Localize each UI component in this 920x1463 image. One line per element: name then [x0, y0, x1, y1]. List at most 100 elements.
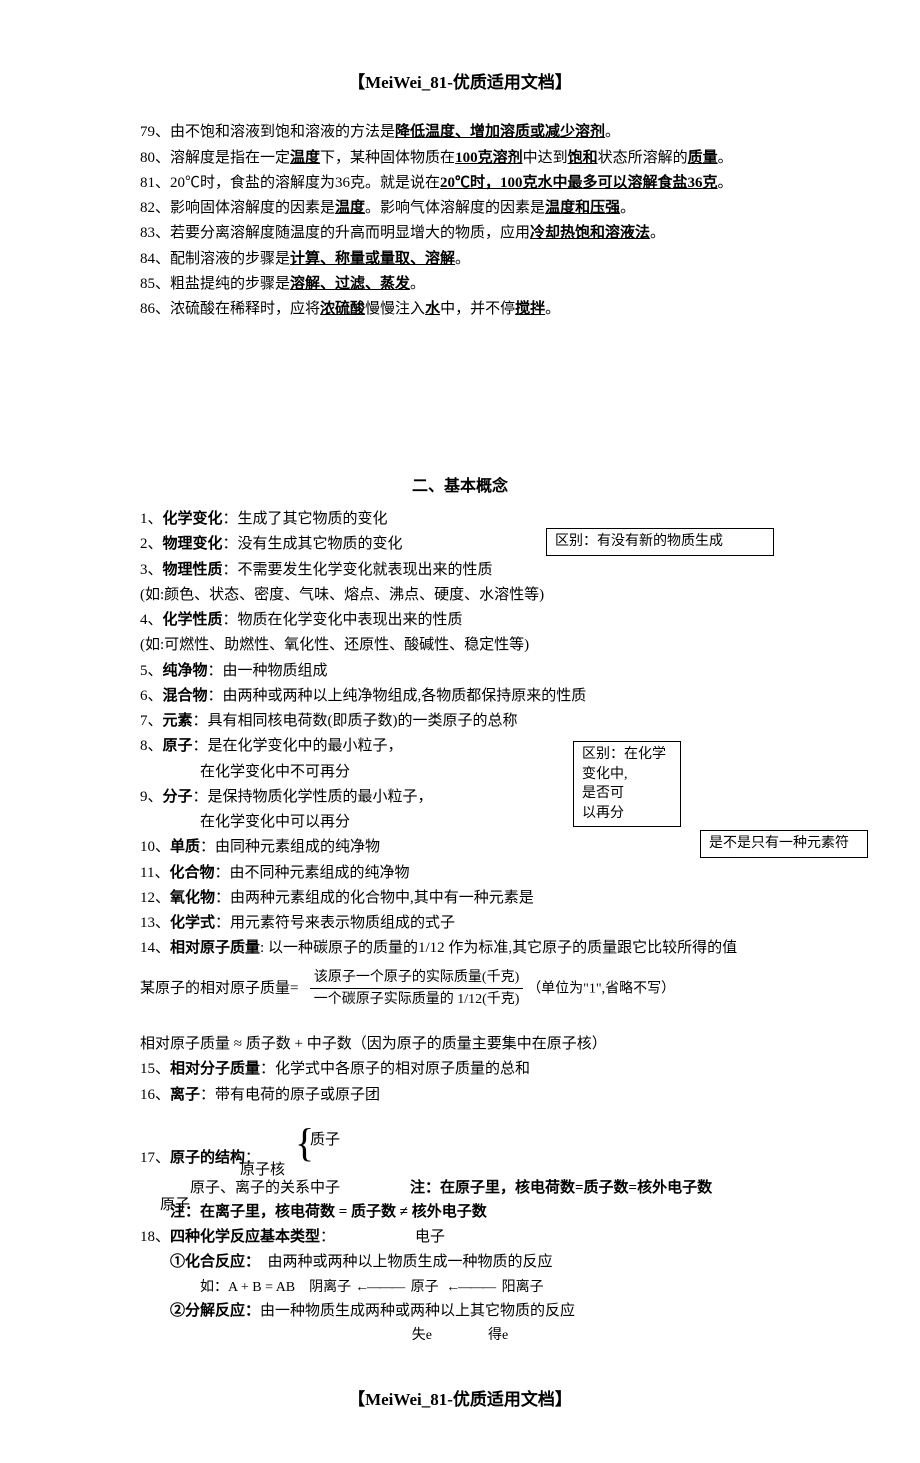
n: 15、	[140, 1061, 170, 1077]
t: 若要分离溶解度随温度的升高而明显增大的物质，应用	[170, 225, 530, 241]
u: 计算、称量或量取、溶解	[290, 251, 455, 267]
t: 配制溶液的步骤是	[170, 251, 290, 267]
note-box-1: 区别：有没有新的物质生成	[546, 528, 774, 556]
t: 影响固体溶解度的因素是	[170, 200, 335, 216]
lose: 失e	[412, 1328, 432, 1343]
concept-3: 3、物理性质：不需要发生化学变化就表现出来的性质	[140, 559, 780, 582]
concept-12: 12、氧化物：由两种元素组成的化合物中,其中有一种元素是	[140, 887, 780, 910]
rel: 原子、离子的关系中子	[190, 1177, 340, 1200]
item-86: 86、浓硫酸在稀释时，应将浓硫酸慢慢注入水中，并不停搅拌。	[140, 298, 780, 321]
d: ：不需要发生化学变化就表现出来的性质	[223, 562, 493, 578]
u: 浓硫酸	[320, 301, 365, 317]
label: ①化合反应：	[170, 1254, 260, 1270]
term: 原子的结构	[170, 1150, 245, 1166]
concept-9b: 在化学变化中可以再分	[140, 811, 780, 834]
section-2-title: 二、基本概念	[140, 475, 780, 500]
term: 分子	[163, 789, 193, 805]
concept-8b: 在化学变化中不可再分	[140, 761, 780, 784]
t: 粗盐提纯的步骤是	[170, 276, 290, 292]
d: ：生成了其它物质的变化	[223, 511, 388, 527]
concept-16: 16、离子：带有电荷的原子或原子团	[140, 1084, 780, 1107]
concept-8: 8、原子：是在化学变化中的最小粒子，	[140, 735, 780, 758]
m: 中达到	[523, 150, 568, 166]
n: 79、	[140, 124, 170, 140]
n: 7、	[140, 713, 163, 729]
u: 溶解、过滤、蒸发	[290, 276, 410, 292]
term: 离子	[170, 1087, 200, 1103]
n: 81、	[140, 175, 170, 191]
fraction: 该原子一个原子的实际质量(千克) 一个碳原子实际质量的 1/12(千克)	[310, 967, 524, 1011]
n: 82、	[140, 200, 170, 216]
m: 慢慢注入	[365, 301, 425, 317]
relative-mass-formula: 某原子的相对原子质量= 该原子一个原子的实际质量(千克) 一个碳原子实际质量的 …	[140, 967, 780, 1011]
concept-17: 质子 17、原子的结构： { 原子核 原子、离子的关系中子 原子 注：在原子里，…	[140, 1129, 780, 1199]
page-header: 【MeiWei_81-优质适用文档】	[140, 70, 780, 96]
u: 降低温度、增加溶质或减少溶剂	[395, 124, 605, 140]
note-atom: 注：在原子里，核电荷数=质子数=核外电子数	[410, 1177, 712, 1200]
denominator: 一个碳原子实际质量的 1/12(千克)	[310, 989, 524, 1011]
n: 2、	[140, 536, 163, 552]
concept-7: 7、元素：具有相同核电荷数(即质子数)的一类原子的总称	[140, 710, 780, 733]
d: ：由不同种元素组成的纯净物	[214, 865, 409, 881]
concept-4: 4、化学性质：物质在化学变化中表现出来的性质	[140, 609, 780, 632]
term: 物理变化	[163, 536, 223, 552]
n: 17、	[140, 1150, 170, 1166]
d: ：物质在化学变化中表现出来的性质	[223, 612, 463, 628]
concept-6: 6、混合物：由两种或两种以上纯净物组成,各物质都保持原来的性质	[140, 685, 780, 708]
n: 8、	[140, 738, 163, 754]
concept-3-note: (如:颜色、状态、密度、气味、熔点、沸点、硬度、水溶性等)	[140, 584, 780, 607]
concept-14: 14、相对原子质量: 以一种碳原子的质量的1/12 作为标准,其它原子的质量跟它…	[140, 937, 780, 960]
item-81: 81、20℃时，食盐的溶解度为36克。就是说在20℃时，100克水中最多可以溶解…	[140, 172, 780, 195]
item-82: 82、影响固体溶解度的因素是温度。影响气体溶解度的因素是温度和压强。	[140, 197, 780, 220]
reaction-2: ②分解反应：由一种物质生成两种或两种以上其它物质的反应	[140, 1300, 780, 1323]
n: 6、	[140, 688, 163, 704]
d: ：由同种元素组成的纯净物	[200, 839, 380, 855]
term: 化学变化	[163, 511, 223, 527]
n: 14、	[140, 940, 170, 956]
term: 元素	[163, 713, 193, 729]
n: 11、	[140, 865, 169, 881]
u: 饱和	[568, 150, 598, 166]
d: ：化学式中各原子的相对原子质量的总和	[260, 1061, 530, 1077]
d: ：由两种元素组成的化合物中,其中有一种元素是	[215, 890, 534, 906]
u: 100克溶剂	[455, 150, 523, 166]
n: 9、	[140, 789, 163, 805]
p: 。	[455, 251, 470, 267]
arrow-left-icon	[351, 1280, 407, 1295]
u: 搅拌	[515, 301, 545, 317]
n: 4、	[140, 612, 163, 628]
brace-icon: {	[295, 1123, 314, 1163]
u: 温度和压强	[545, 200, 620, 216]
term: 化学式	[170, 915, 215, 931]
note-ion: 注：在离子里，核电荷数 = 质子数 ≠ 核外电子数	[140, 1201, 780, 1224]
reaction-1: ①化合反应： 由两种或两种以上物质生成一种物质的反应	[140, 1251, 780, 1274]
note: （单位为"1",省略不写）	[527, 981, 675, 996]
item-79: 79、由不饱和溶液到饱和溶液的方法是降低温度、增加溶质或减少溶剂。	[140, 121, 780, 144]
d: ：由一种物质组成	[208, 663, 328, 679]
electron: 电子	[415, 1229, 445, 1245]
page-footer: 【MeiWei_81-优质适用文档】	[140, 1387, 780, 1413]
term: 原子	[163, 738, 193, 754]
electron-transfer: 失e 得e	[140, 1325, 780, 1347]
d: 以一种碳原子的质量的1/12 作为标准,其它原子的质量跟它比较所得的值	[268, 940, 737, 956]
u: 温度	[290, 150, 320, 166]
numerator: 该原子一个原子的实际质量(千克)	[310, 967, 524, 990]
concept-10: 10、单质：由同种元素组成的纯净物	[140, 836, 780, 859]
p: 。	[605, 124, 620, 140]
concept-13: 13、化学式：用元素符号来表示物质组成的式子	[140, 912, 780, 935]
p: 。	[620, 200, 635, 216]
n: 84、	[140, 251, 170, 267]
t: 20℃时，食盐的溶解度为36克。就是说在	[170, 175, 440, 191]
d: ：是保持物质化学性质的最小粒子，	[193, 789, 433, 805]
term: 单质	[170, 839, 200, 855]
p: 。	[718, 150, 733, 166]
label: 某原子的相对原子质量=	[140, 980, 298, 996]
m: 。影响气体溶解度的因素是	[365, 200, 545, 216]
eg: 如：A + B = AB	[200, 1280, 295, 1295]
n: 12、	[140, 890, 170, 906]
item-80: 80、溶解度是指在一定温度下，某种固体物质在100克溶剂中达到饱和状态所溶解的质…	[140, 147, 780, 170]
approx-mass: 相对原子质量 ≈ 质子数 + 中子数（因为原子的质量主要集中在原子核）	[140, 1033, 780, 1056]
term: 相对原子质量	[170, 940, 260, 956]
u: 20℃时，100克水中最多可以溶解食盐36克	[440, 175, 718, 191]
n: 5、	[140, 663, 163, 679]
